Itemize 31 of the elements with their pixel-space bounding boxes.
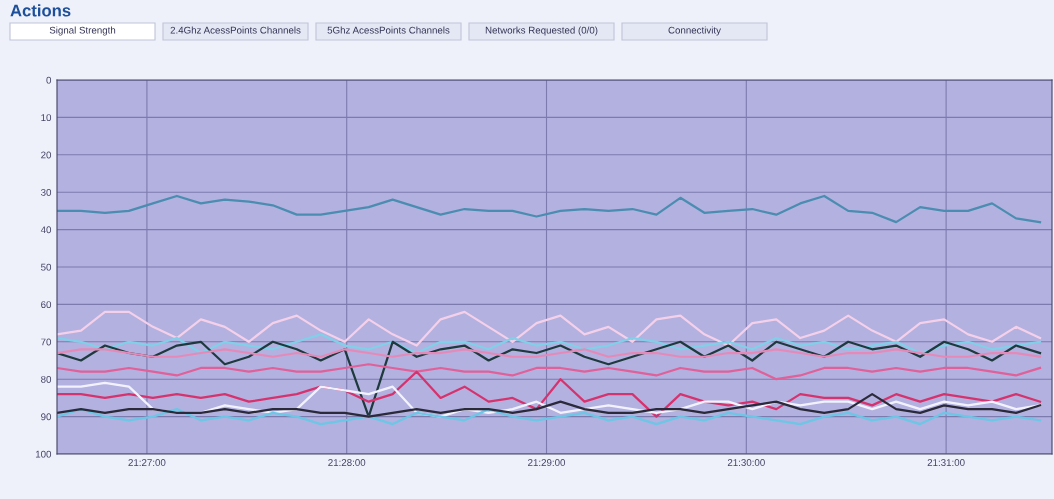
y-tick-label: 20 [41, 151, 52, 159]
y-tick-label: 10 [41, 114, 52, 122]
x-tick-label: 21:30:00 [727, 459, 765, 466]
line-series [57, 333, 1042, 355]
line-series [57, 393, 1042, 418]
text: Signal Strength [49, 26, 116, 36]
y-tick-label: 0 [46, 76, 52, 84]
line-series [57, 194, 1042, 224]
x-tick-label: 21:27:00 [128, 459, 166, 466]
y-tick-label: 40 [40, 226, 52, 234]
line-series [57, 310, 1042, 347]
y-tick-label: 60 [41, 301, 52, 309]
x-tick-label: 21:28:00 [328, 459, 366, 466]
y-tick-label: 70 [41, 338, 52, 346]
text: 5Ghz AcessPoints Channels [327, 26, 450, 34]
line-series [57, 381, 1042, 418]
text: 2.4Ghz AcessPoints Channels [170, 26, 301, 34]
line-series [57, 363, 1042, 381]
line-series [57, 340, 1042, 418]
y-tick-label: 30 [41, 188, 52, 196]
text: Networks Requested (0/0) [485, 26, 598, 36]
y-tick-label: 50 [41, 263, 52, 271]
x-tick-label: 21:31:00 [927, 459, 965, 466]
chart-title: Actions [10, 4, 71, 17]
line-series [57, 370, 1042, 418]
text: Connectivity [668, 26, 721, 36]
y-tick-label: 80 [41, 375, 52, 383]
x-tick-label: 21:29:00 [528, 459, 566, 466]
line-series [57, 408, 1042, 426]
y-tick-label: 90 [41, 413, 52, 421]
y-tick-label: 100 [35, 450, 52, 458]
